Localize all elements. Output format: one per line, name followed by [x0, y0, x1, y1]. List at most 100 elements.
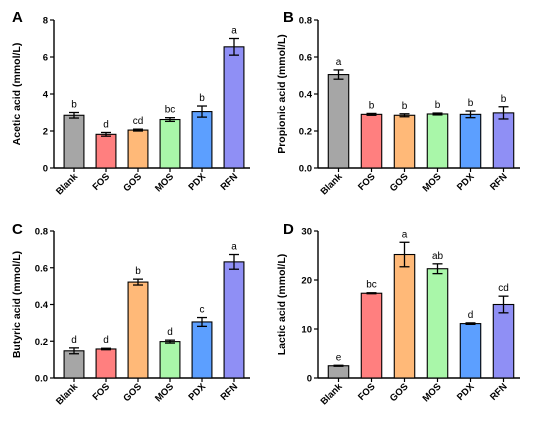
significance-label: b — [71, 100, 77, 111]
category-label: MOS — [421, 171, 444, 194]
category-label: Blank — [54, 171, 81, 198]
panel-d: D Lactic acid (mmol/L) 0 10 20 30 e Blank bc FOS a… — [276, 221, 520, 407]
bar-gos — [127, 129, 149, 169]
significance-label: b — [402, 101, 408, 112]
y-tick-label: 6 — [43, 53, 48, 64]
significance-label: b — [135, 266, 141, 277]
bar-pdx — [191, 321, 213, 379]
category-label: RFN — [219, 381, 241, 403]
significance-label: d — [167, 327, 173, 338]
y-tick-label: 20 — [301, 276, 312, 287]
category-label: Blank — [319, 381, 346, 408]
category-label: Blank — [319, 171, 346, 198]
significance-label: d — [103, 119, 109, 130]
bar-rfn — [492, 112, 515, 169]
y-tick-label: 30 — [301, 227, 312, 238]
y-tick-label: 0 — [43, 164, 48, 175]
category-label: MOS — [153, 381, 176, 404]
significance-label: cd — [133, 116, 144, 127]
bar-fos — [95, 348, 117, 379]
significance-label: b — [435, 100, 441, 111]
bar-rfn — [492, 303, 515, 379]
bar-fos — [360, 292, 383, 379]
significance-label: b — [199, 93, 205, 104]
category-label: Blank — [54, 381, 81, 408]
category-label: FOS — [356, 381, 378, 403]
y-tick-label: 0.2 — [299, 127, 312, 138]
significance-label: ab — [432, 251, 444, 262]
y-tick-label: 0.6 — [35, 263, 48, 274]
category-label: PDX — [187, 171, 209, 193]
bar-blank — [327, 365, 350, 379]
category-label: RFN — [488, 171, 510, 193]
panel-c: C Butyric acid (mmol/L) 0.0 0.2 0.4 0.6 0.8 d Bl… — [11, 221, 250, 407]
bar-pdx — [191, 111, 213, 169]
category-label: RFN — [488, 381, 510, 403]
significance-label: e — [336, 352, 342, 363]
y-tick-label: 0.4 — [299, 90, 313, 101]
category-label: FOS — [91, 381, 113, 403]
bar-fos — [360, 113, 383, 169]
y-tick-label: 0 — [307, 374, 312, 385]
category-label: MOS — [153, 171, 176, 194]
y-tick-label: 2 — [43, 127, 48, 138]
bar-gos — [127, 281, 149, 379]
bar-gos — [393, 114, 416, 169]
y-tick-label: 0.8 — [35, 227, 48, 238]
category-label: RFN — [219, 171, 241, 193]
category-label: GOS — [388, 171, 411, 194]
significance-label: cd — [498, 283, 509, 294]
bar-mos — [426, 113, 449, 169]
panel-letter: D — [283, 221, 294, 238]
y-tick-label: 0.0 — [299, 164, 312, 175]
y-axis-label: Lactic acid (mmol/L) — [276, 254, 288, 356]
category-label: PDX — [187, 381, 209, 403]
significance-label: b — [501, 94, 507, 105]
category-label: PDX — [455, 381, 477, 403]
bar-pdx — [459, 323, 482, 379]
y-tick-label: 0.0 — [35, 374, 48, 385]
y-tick-label: 0.6 — [299, 53, 312, 64]
y-tick-label: 0.2 — [35, 337, 48, 348]
y-axis-label: Acetic acid (mmol/L) — [11, 43, 23, 146]
panel-a: A Acetic acid (mmol/L) 0 2 4 6 8 b Blank d FOS cd GO… — [11, 9, 250, 197]
significance-label: a — [336, 57, 342, 68]
panel-letter: C — [12, 221, 23, 238]
bar-mos — [426, 268, 449, 379]
significance-label: a — [231, 26, 237, 37]
category-label: GOS — [121, 381, 144, 404]
significance-label: d — [468, 310, 474, 321]
y-tick-label: 0.4 — [35, 300, 49, 311]
significance-label: a — [231, 242, 237, 253]
significance-label: b — [468, 98, 474, 109]
y-axis-label: Propionic acid (mmol/L) — [276, 34, 288, 154]
bar-fos — [95, 133, 117, 169]
panel-letter: A — [12, 9, 23, 26]
bar-blank — [63, 350, 85, 379]
bar-blank — [327, 74, 350, 169]
category-label: MOS — [421, 381, 444, 404]
panel-letter: B — [283, 9, 294, 26]
significance-label: bc — [165, 105, 176, 116]
significance-label: bc — [366, 280, 377, 291]
category-label: PDX — [455, 171, 477, 193]
category-label: GOS — [121, 171, 144, 194]
significance-label: c — [200, 305, 205, 316]
bar-mos — [159, 118, 181, 169]
category-label: FOS — [356, 171, 378, 193]
panel-b: B Propionic acid (mmol/L) 0.0 0.2 0.4 0.6 0.8 a… — [276, 9, 520, 197]
y-tick-label: 8 — [43, 16, 48, 27]
y-tick-label: 4 — [43, 90, 49, 101]
category-label: GOS — [388, 381, 411, 404]
bar-pdx — [459, 113, 482, 169]
bar-mos — [159, 341, 181, 379]
bar-blank — [63, 114, 85, 169]
bar-rfn — [223, 261, 245, 379]
bar-rfn — [223, 46, 245, 169]
significance-label: b — [369, 100, 375, 111]
significance-label: d — [103, 335, 109, 346]
y-tick-label: 0.8 — [299, 16, 312, 27]
y-tick-label: 10 — [301, 325, 312, 336]
bar-gos — [393, 253, 416, 379]
